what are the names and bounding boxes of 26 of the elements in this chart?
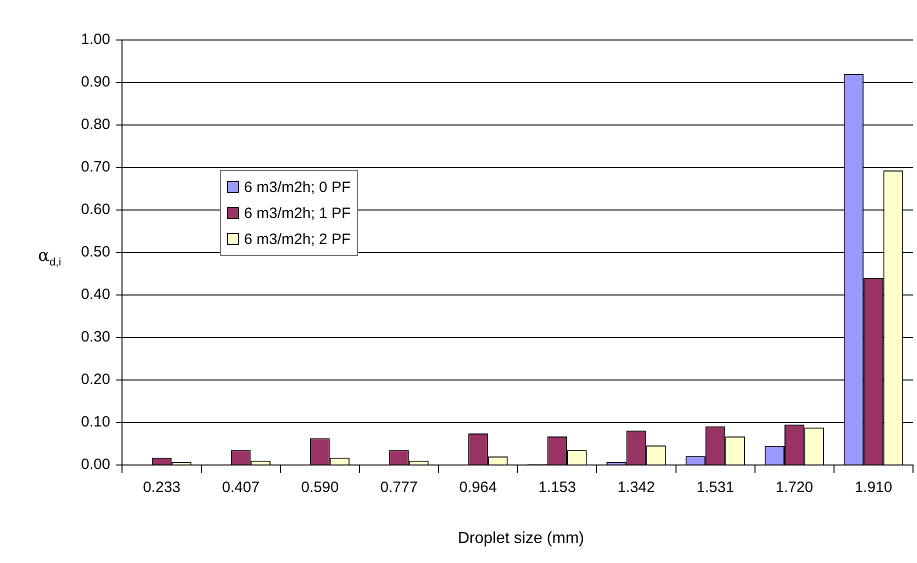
y-axis-title: α$_{d,i}$ <box>38 246 62 268</box>
legend-label: 6 m3/m2h; 0 PF <box>244 178 351 196</box>
x-tick-label: 1.342 <box>617 479 655 496</box>
x-tick-label: 0.233 <box>142 479 181 496</box>
y-tick-label: 0.80 <box>80 116 110 134</box>
x-tick-label: 0.964 <box>459 479 497 496</box>
y-tick-label: 0.30 <box>80 328 110 346</box>
x-tick-label: 1.720 <box>776 479 814 496</box>
x-tick-label: 1.910 <box>854 479 892 496</box>
x-tick-label: 1.153 <box>538 479 576 496</box>
x-tick-label: 0.407 <box>222 479 260 496</box>
y-tick-label: 0.70 <box>80 158 110 176</box>
y-tick-label: 1.00 <box>80 31 110 48</box>
x-tick-label: 1.531 <box>696 479 734 496</box>
x-axis-title: Droplet size (mm) <box>456 530 586 548</box>
y-tick-label: 0.20 <box>80 371 110 388</box>
y-tick-label: 0.50 <box>80 244 110 261</box>
y-tick-label: 0.00 <box>80 456 110 474</box>
y-tick-label: 0.60 <box>80 201 110 218</box>
legend-label: 6 m3/m2h; 2 PF <box>244 230 351 248</box>
y-tick-label: 0.10 <box>80 414 110 431</box>
y-tick-label: 0.90 <box>80 74 110 91</box>
x-tick-label: 0.777 <box>380 479 418 496</box>
legend-label: 6 m3/m2h; 1 PF <box>244 204 351 222</box>
y-tick-label: 0.40 <box>80 286 110 304</box>
x-tick-label: 0.590 <box>301 479 339 496</box>
